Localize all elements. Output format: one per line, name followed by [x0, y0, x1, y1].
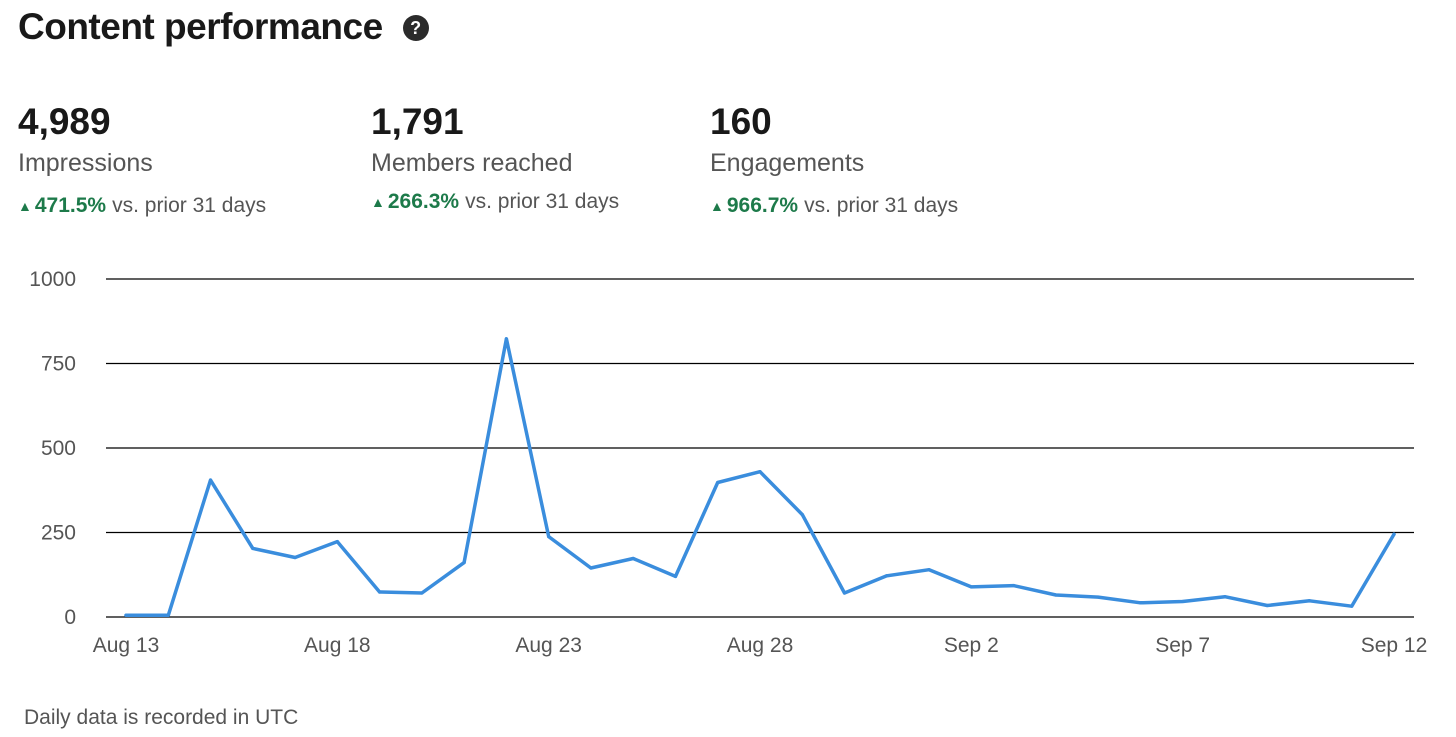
change-percent: 966.7%: [726, 194, 799, 217]
data-point: [969, 585, 973, 589]
data-point: [293, 555, 297, 560]
impressions-line-chart: 0 250 500 750 1000 Aug 13 Aug 18 Aug 23 Aug 28 Se…: [29, 268, 1428, 657]
metric-label: Members reached: [371, 149, 573, 177]
help-circle-icon[interactable]: ?: [402, 15, 429, 41]
data-point: [1392, 532, 1396, 536]
data-point: [208, 478, 213, 482]
change-percent: 266.3%: [387, 190, 460, 213]
y-tick-label: 1000: [29, 268, 76, 291]
arrow-up-icon: ▲: [710, 198, 724, 214]
data-point: [335, 540, 339, 544]
change-suffix: vs. prior 31 days: [804, 194, 959, 217]
metric-label: Engagements: [710, 149, 865, 177]
header: Content performance ?: [18, 6, 429, 48]
change-percent: 471.5%: [34, 194, 107, 217]
data-point: [420, 591, 424, 595]
data-point: [1138, 601, 1142, 605]
x-tick-label: Sep 12: [1361, 634, 1428, 657]
data-point: [842, 591, 847, 595]
x-tick-label: Aug 18: [304, 634, 371, 657]
change-suffix: vs. prior 31 days: [465, 190, 620, 213]
data-point: [547, 534, 551, 539]
data-point: [589, 566, 593, 570]
data-point: [1096, 595, 1100, 599]
data-point: [166, 613, 170, 617]
data-point: [1181, 599, 1185, 604]
metric-value: 4,989: [18, 101, 111, 142]
data-point: [716, 480, 720, 485]
x-tick-label: Aug 23: [515, 634, 582, 657]
data-point: [885, 574, 889, 578]
data-point: [504, 337, 508, 341]
metric-engagements: 160 Engagements ▲ 966.7% vs. prior 31 da…: [710, 100, 958, 218]
x-tick-label: Sep 2: [944, 634, 999, 657]
y-tick-label: 750: [41, 353, 76, 376]
x-tick-label: Aug 13: [93, 634, 160, 657]
data-point: [462, 560, 466, 565]
data-point: [800, 512, 804, 517]
data-point: [1307, 599, 1312, 603]
data-point: [758, 470, 762, 474]
metric-value: 1,791: [371, 101, 464, 142]
data-point: [251, 546, 255, 550]
data-point: [1265, 603, 1269, 608]
footnote: Daily data is recorded in UTC: [24, 706, 299, 729]
data-point: [1012, 583, 1016, 588]
data-point: [927, 568, 931, 572]
data-point: [1223, 595, 1227, 599]
data-point: [1054, 593, 1058, 597]
data-point: [378, 590, 382, 594]
metric-change: ▲ 471.5% vs. prior 31 days: [18, 194, 266, 218]
x-tick-label: Sep 7: [1155, 634, 1210, 657]
metric-impressions: 4,989 Impressions ▲ 471.5% vs. prior 31 …: [18, 100, 266, 218]
arrow-up-icon: ▲: [18, 198, 32, 214]
series-line: [124, 337, 1396, 618]
y-tick-label: 0: [64, 606, 76, 629]
metric-change: ▲ 966.7% vs. prior 31 days: [710, 194, 958, 218]
y-tick-label: 250: [41, 522, 76, 545]
x-tick-label: Aug 28: [727, 634, 794, 657]
data-point: [124, 613, 128, 617]
metric-change: ▲ 266.3% vs. prior 31 days: [371, 190, 619, 214]
data-point: [1350, 604, 1354, 608]
data-point: [631, 556, 635, 561]
metric-members-reached: 1,791 Members reached ▲ 266.3% vs. prior…: [371, 100, 619, 214]
arrow-up-icon: ▲: [371, 194, 385, 210]
page-title: Content performance: [18, 6, 383, 47]
metric-label: Impressions: [18, 149, 153, 177]
data-point: [673, 574, 678, 579]
y-tick-label: 500: [41, 437, 76, 460]
metric-value: 160: [710, 101, 772, 142]
change-suffix: vs. prior 31 days: [112, 194, 267, 217]
